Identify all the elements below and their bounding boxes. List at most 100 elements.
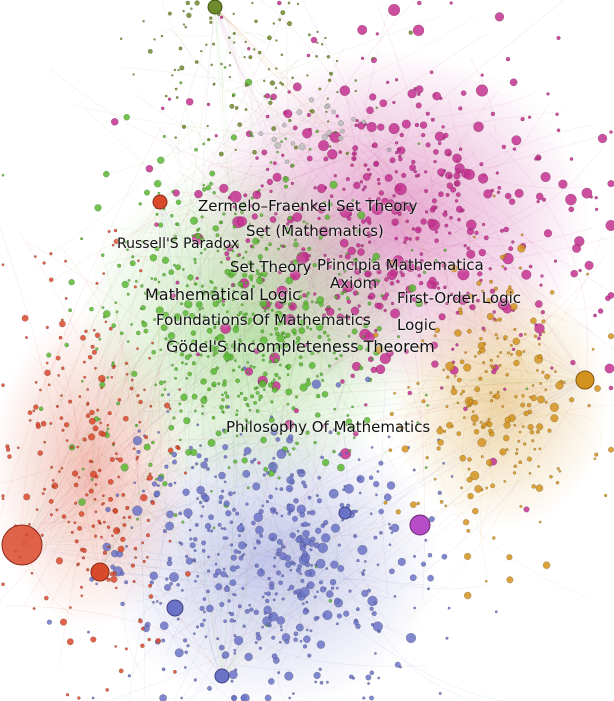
network-node [339, 238, 349, 248]
network-node [597, 133, 608, 144]
network-node [504, 192, 512, 200]
network-node [103, 310, 111, 318]
network-node [256, 386, 259, 390]
network-node [85, 493, 89, 497]
network-node [587, 403, 591, 408]
network-node [296, 2, 300, 6]
network-node [326, 258, 331, 262]
network-node [209, 181, 213, 186]
network-node [221, 397, 225, 402]
network-node [117, 457, 124, 463]
network-node [240, 202, 247, 209]
network-edge [416, 253, 607, 421]
network-node [1, 497, 5, 501]
network-node [232, 225, 237, 229]
network-node [183, 471, 188, 475]
network-edge [21, 302, 183, 546]
network-node [473, 355, 477, 358]
network-node [216, 553, 220, 556]
network-node [194, 316, 198, 320]
network-node [313, 595, 317, 599]
network-node [242, 469, 251, 478]
network-node [373, 160, 379, 167]
label-godels-incompleteness-theorem: Gödel'S Incompleteness Theorem [166, 337, 435, 356]
network-node [236, 347, 240, 351]
network-node [511, 347, 516, 352]
network-node [467, 398, 473, 405]
network-node [345, 314, 351, 321]
network-node [494, 333, 498, 337]
network-node [341, 518, 345, 522]
label-principia-mathematica: Principia Mathematica [317, 256, 484, 274]
network-node [164, 402, 171, 409]
network-node [159, 694, 167, 701]
network-node [322, 610, 333, 621]
network-node [434, 281, 440, 286]
label-logic: Logic [397, 316, 437, 334]
network-node [384, 173, 393, 182]
network-node [174, 367, 179, 371]
network-node [61, 428, 65, 432]
network-node [308, 147, 312, 151]
network-node [202, 315, 206, 319]
network-node [335, 59, 339, 63]
network-node [138, 420, 142, 424]
network-node [278, 580, 283, 586]
network-node [544, 373, 551, 380]
network-node [286, 450, 290, 453]
network-node [154, 383, 158, 387]
network-node [261, 358, 265, 362]
network-node [568, 397, 575, 403]
network-node [489, 279, 494, 284]
network-node [253, 512, 264, 523]
network-node [262, 473, 266, 477]
network-node [356, 558, 360, 563]
network-node [207, 685, 212, 691]
network-edge [103, 255, 214, 267]
network-node [155, 212, 159, 216]
network-node [101, 306, 105, 309]
network-node [212, 298, 215, 302]
network-edge [21, 133, 349, 546]
network-edge [166, 521, 266, 654]
network-edge [271, 193, 333, 449]
network-node [334, 130, 337, 134]
network-node [327, 338, 331, 342]
network-node [89, 306, 94, 312]
network-node [115, 457, 119, 461]
network-node [533, 334, 538, 338]
network-node [387, 147, 392, 153]
network-node [285, 222, 290, 226]
network-node [229, 103, 235, 109]
network-node [201, 540, 207, 546]
network-node [391, 201, 402, 211]
network-edge [488, 132, 588, 381]
network-node [151, 440, 155, 445]
network-node [459, 454, 467, 462]
network-node [306, 112, 311, 118]
network-edge [21, 80, 332, 546]
network-node [212, 353, 216, 357]
network-node [470, 470, 480, 481]
network-node [74, 539, 79, 544]
network-node [457, 268, 470, 281]
network-node [474, 230, 479, 235]
network-node [434, 230, 439, 234]
network-edge [214, 6, 325, 185]
network-node [303, 543, 307, 547]
network-node [293, 631, 299, 637]
network-node [248, 55, 253, 60]
network-node [415, 102, 422, 109]
network-edge [314, 338, 586, 381]
network-node [438, 691, 442, 695]
network-node [259, 213, 264, 217]
network-node [259, 299, 268, 308]
network-node [218, 151, 224, 157]
network-node [390, 308, 401, 319]
network-node [206, 467, 210, 471]
network-node [272, 22, 276, 25]
network-node [278, 363, 282, 367]
network-node [215, 430, 222, 437]
network-edge [21, 348, 344, 546]
network-node [351, 198, 355, 202]
